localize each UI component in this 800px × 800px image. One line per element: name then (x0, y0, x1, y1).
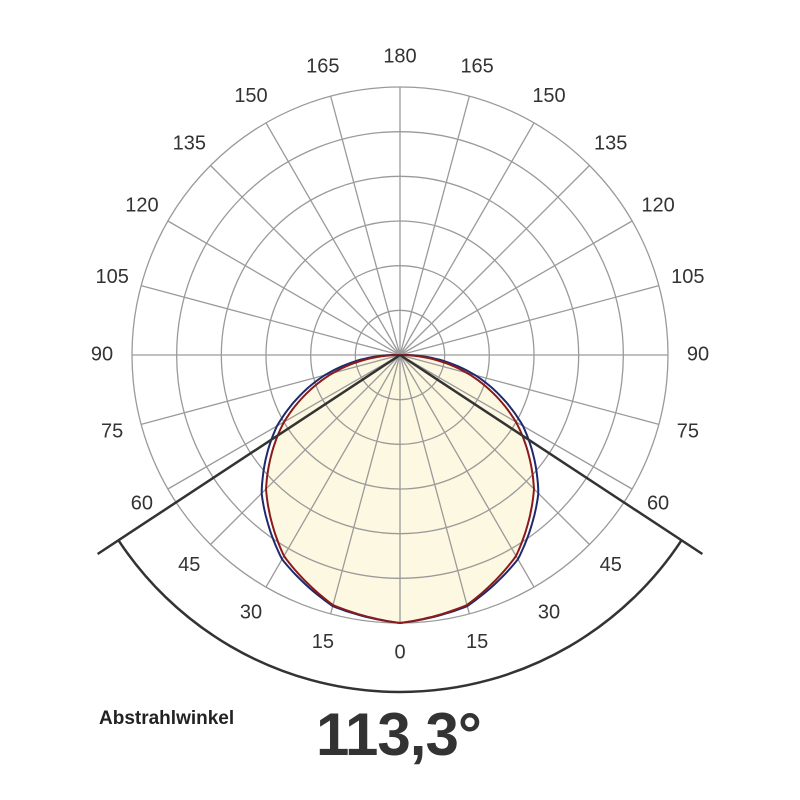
angle-label: 45 (178, 554, 200, 576)
grid-spoke (167, 220, 401, 356)
beam-angle-value: 113,3° (316, 701, 482, 768)
angle-label: 30 (538, 601, 560, 623)
grid-spoke (140, 354, 401, 425)
intensity-curve (264, 353, 536, 625)
grid-spoke (399, 122, 535, 356)
grid-spoke (399, 220, 633, 356)
angle-label: 0 (394, 641, 405, 663)
angle-label: 105 (671, 266, 704, 288)
angle-label: 135 (594, 133, 627, 155)
angle-label: 150 (234, 85, 267, 107)
grid-spoke (210, 165, 401, 356)
angle-label: 75 (101, 420, 123, 442)
angle-label: 45 (600, 554, 622, 576)
grid-spoke (330, 354, 401, 615)
angle-label: 135 (173, 133, 206, 155)
beam-angle-line (96, 353, 401, 556)
angle-label: 120 (641, 194, 674, 216)
angle-label: 75 (677, 420, 699, 442)
angle-label: 60 (131, 492, 153, 514)
angle-label: 165 (460, 55, 493, 77)
angle-label: 90 (687, 343, 709, 365)
angle-label: 60 (647, 492, 669, 514)
grid-spoke (265, 122, 401, 356)
grid-spoke (210, 354, 401, 545)
angle-label: 120 (125, 194, 158, 216)
angle-label: 105 (95, 266, 128, 288)
grid-spoke (399, 354, 535, 588)
angle-label: 180 (383, 45, 416, 67)
angle-label: 165 (306, 55, 339, 77)
grid-spoke (399, 354, 470, 615)
angle-label: 15 (466, 631, 488, 653)
grid-spoke (399, 165, 590, 356)
grid-spoke (399, 354, 590, 545)
grid-spoke (399, 354, 660, 425)
angle-label: 30 (240, 601, 262, 623)
grid-spoke (399, 95, 470, 356)
angle-label: 150 (532, 85, 565, 107)
grid-spoke (399, 285, 660, 356)
grid-spoke (140, 285, 401, 356)
beam-angle-line (399, 353, 704, 556)
angle-label: 90 (91, 343, 113, 365)
angle-label: 15 (312, 631, 334, 653)
beam-angle-label: Abstrahlwinkel (99, 708, 235, 729)
beam-angle-arc (117, 539, 683, 694)
grid-spoke (265, 354, 401, 588)
grid-spoke (330, 95, 401, 356)
